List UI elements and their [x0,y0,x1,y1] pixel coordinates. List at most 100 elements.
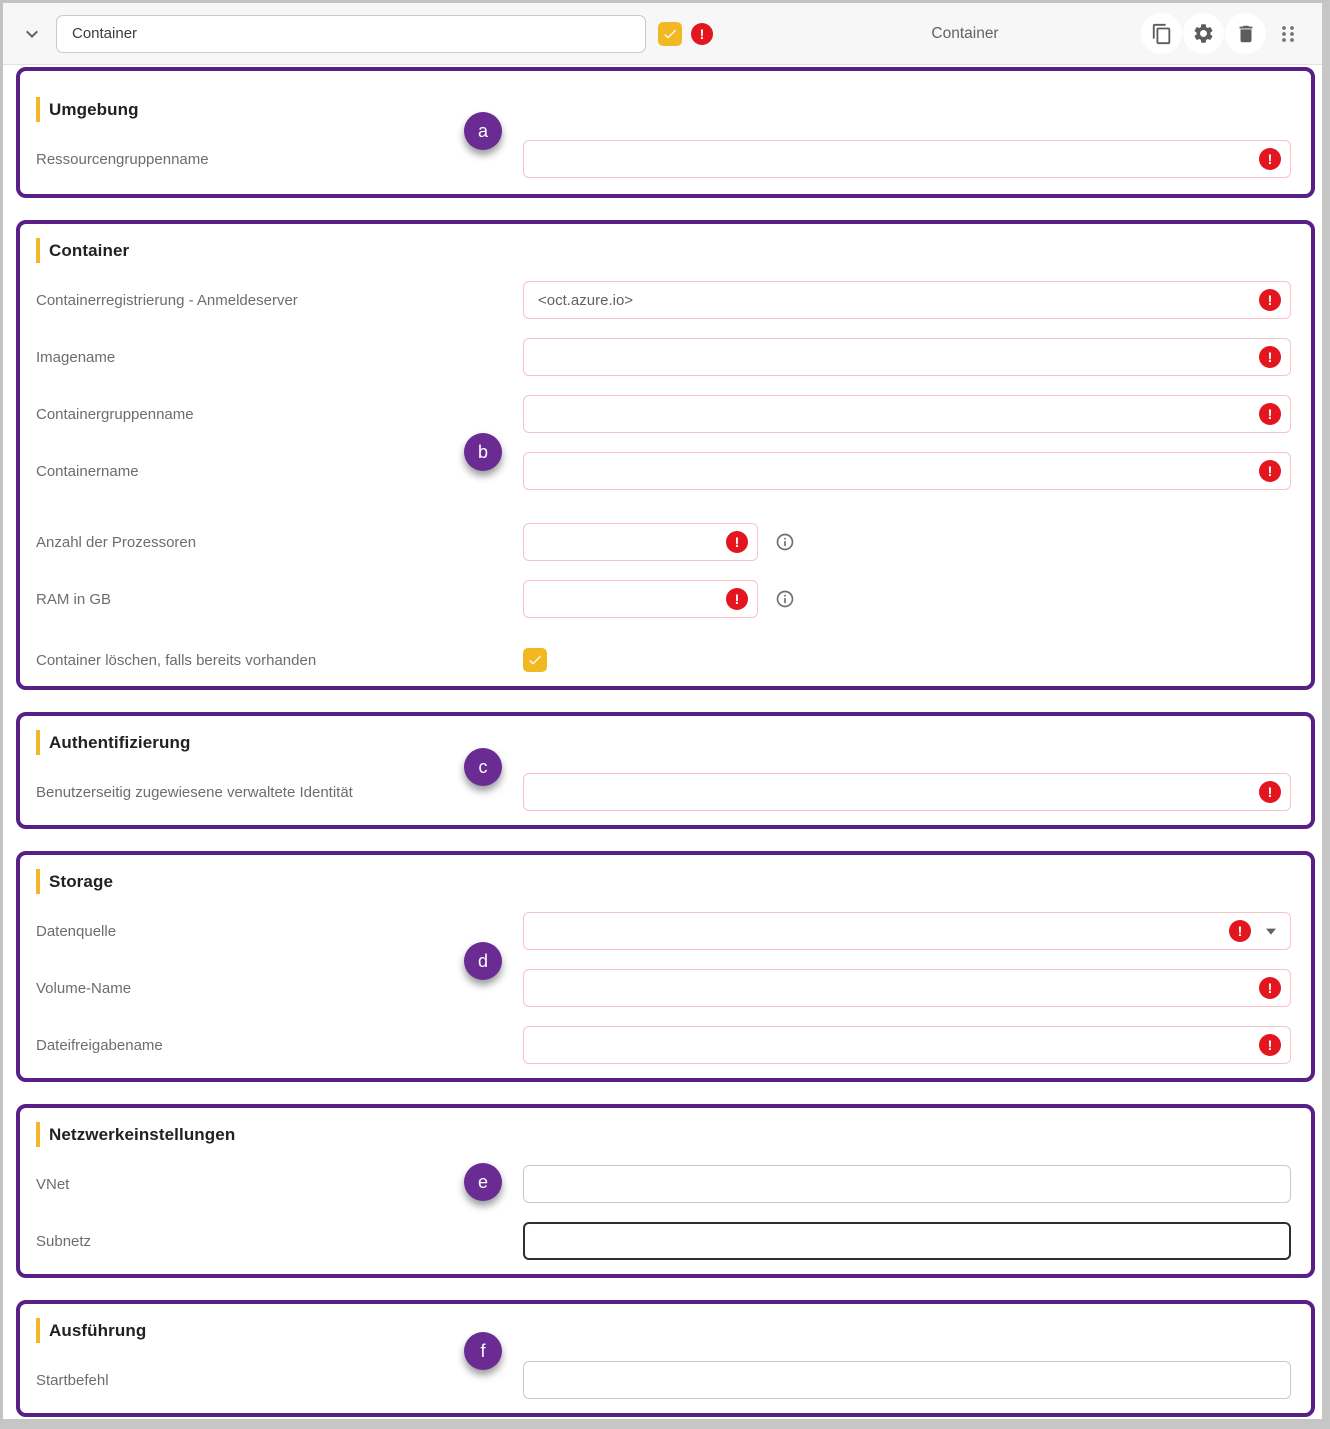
field-label: Subnetz [36,1232,92,1250]
section-accent-bar [36,1122,40,1147]
section-heading: Netzwerkeinstellungen [49,1124,236,1144]
field-row: Dateifreigabename ! [36,1026,1291,1064]
field-row: Containergruppenname ! [36,395,1291,433]
anzahl-prozessoren-input[interactable] [523,523,758,561]
section-accent-bar [36,238,40,263]
section-heading: Umgebung [49,99,139,119]
section-ausfuehrung: Ausführung Startbefehl [16,1300,1315,1417]
field-label: Anzahl der Prozessoren [36,533,197,551]
trash-icon [1235,23,1257,45]
section-container: Container Containerregistrierung - Anmel… [16,220,1315,690]
error-icon: ! [1259,977,1281,999]
containergruppenname-input[interactable] [523,395,1291,433]
error-icon: ! [1259,403,1281,425]
task-title: Container [931,24,999,42]
startbefehl-input[interactable] [523,1361,1291,1399]
error-icon: ! [1259,1034,1281,1056]
field-label: Containername [36,462,139,480]
section-storage: Storage Datenquelle ! Volume-Name [16,851,1315,1082]
header-actions [1140,13,1308,54]
field-label: RAM in GB [36,590,112,608]
dateifreigabename-input[interactable] [523,1026,1291,1064]
field-row: Containername ! [36,452,1291,490]
field-row: Anzahl der Prozessoren ! [36,523,1291,561]
task-header: ! Container [3,3,1322,65]
annotation-badge-f: f [464,1332,502,1370]
check-icon [662,26,678,42]
field-row: Containerregistrierung - Anmeldeserver ! [36,281,1291,319]
copy-task-button[interactable] [1141,13,1182,54]
datenquelle-select[interactable] [523,912,1291,950]
chevron-down-icon [20,22,44,46]
field-row: Subnetz [36,1222,1291,1260]
error-icon: ! [726,531,748,553]
ram-in-gb-input[interactable] [523,580,758,618]
field-row: Startbefehl [36,1361,1291,1399]
section-heading: Container [49,240,130,260]
drag-handle-dots-icon [1278,22,1298,46]
task-form: a b c d e f Umgebung Ressourcengruppenna… [3,65,1322,1417]
copy-icon [1151,23,1173,45]
field-label: VNet [36,1175,70,1193]
containername-input[interactable] [523,452,1291,490]
delete-task-button[interactable] [1225,13,1266,54]
field-label: Startbefehl [36,1371,109,1389]
error-icon: ! [1259,781,1281,803]
field-label: Ressourcengruppenname [36,150,209,168]
field-row: Ressourcengruppenname ! [36,140,1291,178]
field-row: Container löschen, falls bereits vorhand… [36,648,1291,672]
imagename-input[interactable] [523,338,1291,376]
section-accent-bar [36,97,40,122]
settings-button[interactable] [1183,13,1224,54]
section-heading: Ausführung [49,1320,147,1340]
field-row: Volume-Name ! [36,969,1291,1007]
field-label: Imagename [36,348,116,366]
error-icon: ! [1259,148,1281,170]
anmeldeserver-input[interactable] [523,281,1291,319]
subnetz-input[interactable] [523,1222,1291,1260]
field-row: RAM in GB ! [36,580,1291,618]
section-heading: Authentifizierung [49,732,191,752]
task-name-input[interactable] [56,14,646,53]
error-icon: ! [1259,289,1281,311]
info-icon[interactable] [775,589,795,609]
verwaltete-identitaet-input[interactable] [523,773,1291,811]
annotation-badge-b: b [464,433,502,471]
field-label: Containerregistrierung - Anmeldeserver [36,291,298,309]
dropdown-caret-icon[interactable] [1266,928,1276,935]
container-loeschen-checkbox[interactable] [523,648,547,672]
section-accent-bar [36,869,40,894]
field-row: Benutzerseitig zugewiesene verwaltete Id… [36,773,1291,811]
error-icon: ! [1229,920,1251,942]
annotation-badge-d: d [464,942,502,980]
error-icon: ! [726,588,748,610]
field-row: Datenquelle ! [36,912,1291,950]
gear-icon [1192,22,1215,45]
section-heading: Storage [49,871,113,891]
section-accent-bar [36,730,40,755]
info-icon[interactable] [775,532,795,552]
volume-name-input[interactable] [523,969,1291,1007]
section-umgebung: Umgebung Ressourcengruppenname ! [16,67,1315,198]
field-label: Benutzerseitig zugewiesene verwaltete Id… [36,783,353,801]
error-icon: ! [1259,460,1281,482]
task-enabled-checkbox[interactable] [658,21,682,46]
annotation-badge-e: e [464,1163,502,1201]
error-icon: ! [1259,346,1281,368]
field-label: Container löschen, falls bereits vorhand… [36,651,317,669]
section-authentifizierung: Authentifizierung Benutzerseitig zugewie… [16,712,1315,829]
collapse-button[interactable] [17,19,47,49]
field-row: VNet [36,1165,1291,1203]
field-label: Volume-Name [36,979,132,997]
drag-handle[interactable] [1267,13,1308,54]
ressourcengruppenname-input[interactable] [523,140,1291,178]
field-label: Containergruppenname [36,405,194,423]
vnet-input[interactable] [523,1165,1291,1203]
field-label: Dateifreigabename [36,1036,163,1054]
check-icon [527,652,543,668]
field-label: Datenquelle [36,922,117,940]
task-error-icon: ! [691,22,713,45]
annotation-badge-c: c [464,748,502,786]
section-netzwerkeinstellungen: Netzwerkeinstellungen VNet Subnetz [16,1104,1315,1278]
